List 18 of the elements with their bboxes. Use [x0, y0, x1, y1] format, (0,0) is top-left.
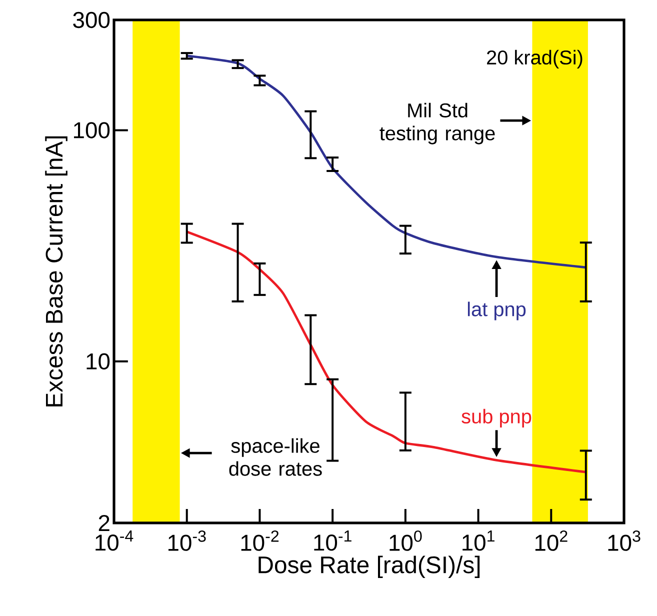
x-tick-label: 10$^{-2}$: [241, 530, 279, 551]
x-tick-label: 10$^{3}$: [608, 530, 640, 551]
text: lat pnp: [468, 302, 526, 320]
x-tick-label: 10$^{2}$: [535, 530, 568, 551]
band-label: space-like dose rates: [229, 438, 322, 476]
x-tick-label: 10$^{-1}$: [314, 530, 352, 551]
x-tick-label: 10$^{1}$: [462, 530, 494, 551]
y-axis-title: Excess Base Current [nA]: [45, 136, 68, 406]
x-tick-label: 10$^{-4}$: [96, 530, 134, 551]
series-label: sub pnp: [462, 408, 532, 428]
x-tick-label: 10$^{0}$: [390, 530, 422, 551]
y-tick-label: 2: [98, 514, 110, 531]
band-label: Mil Std testing range: [380, 102, 495, 144]
x-axis-title: Dose Rate [rad(SI)/s]: [258, 556, 480, 578]
y-tick-label: 10: [86, 353, 110, 370]
y-tick-label: 300: [73, 12, 110, 28]
y-tick-label: 100: [74, 122, 110, 138]
x-tick-label: 10$^{-3}$: [168, 530, 206, 551]
